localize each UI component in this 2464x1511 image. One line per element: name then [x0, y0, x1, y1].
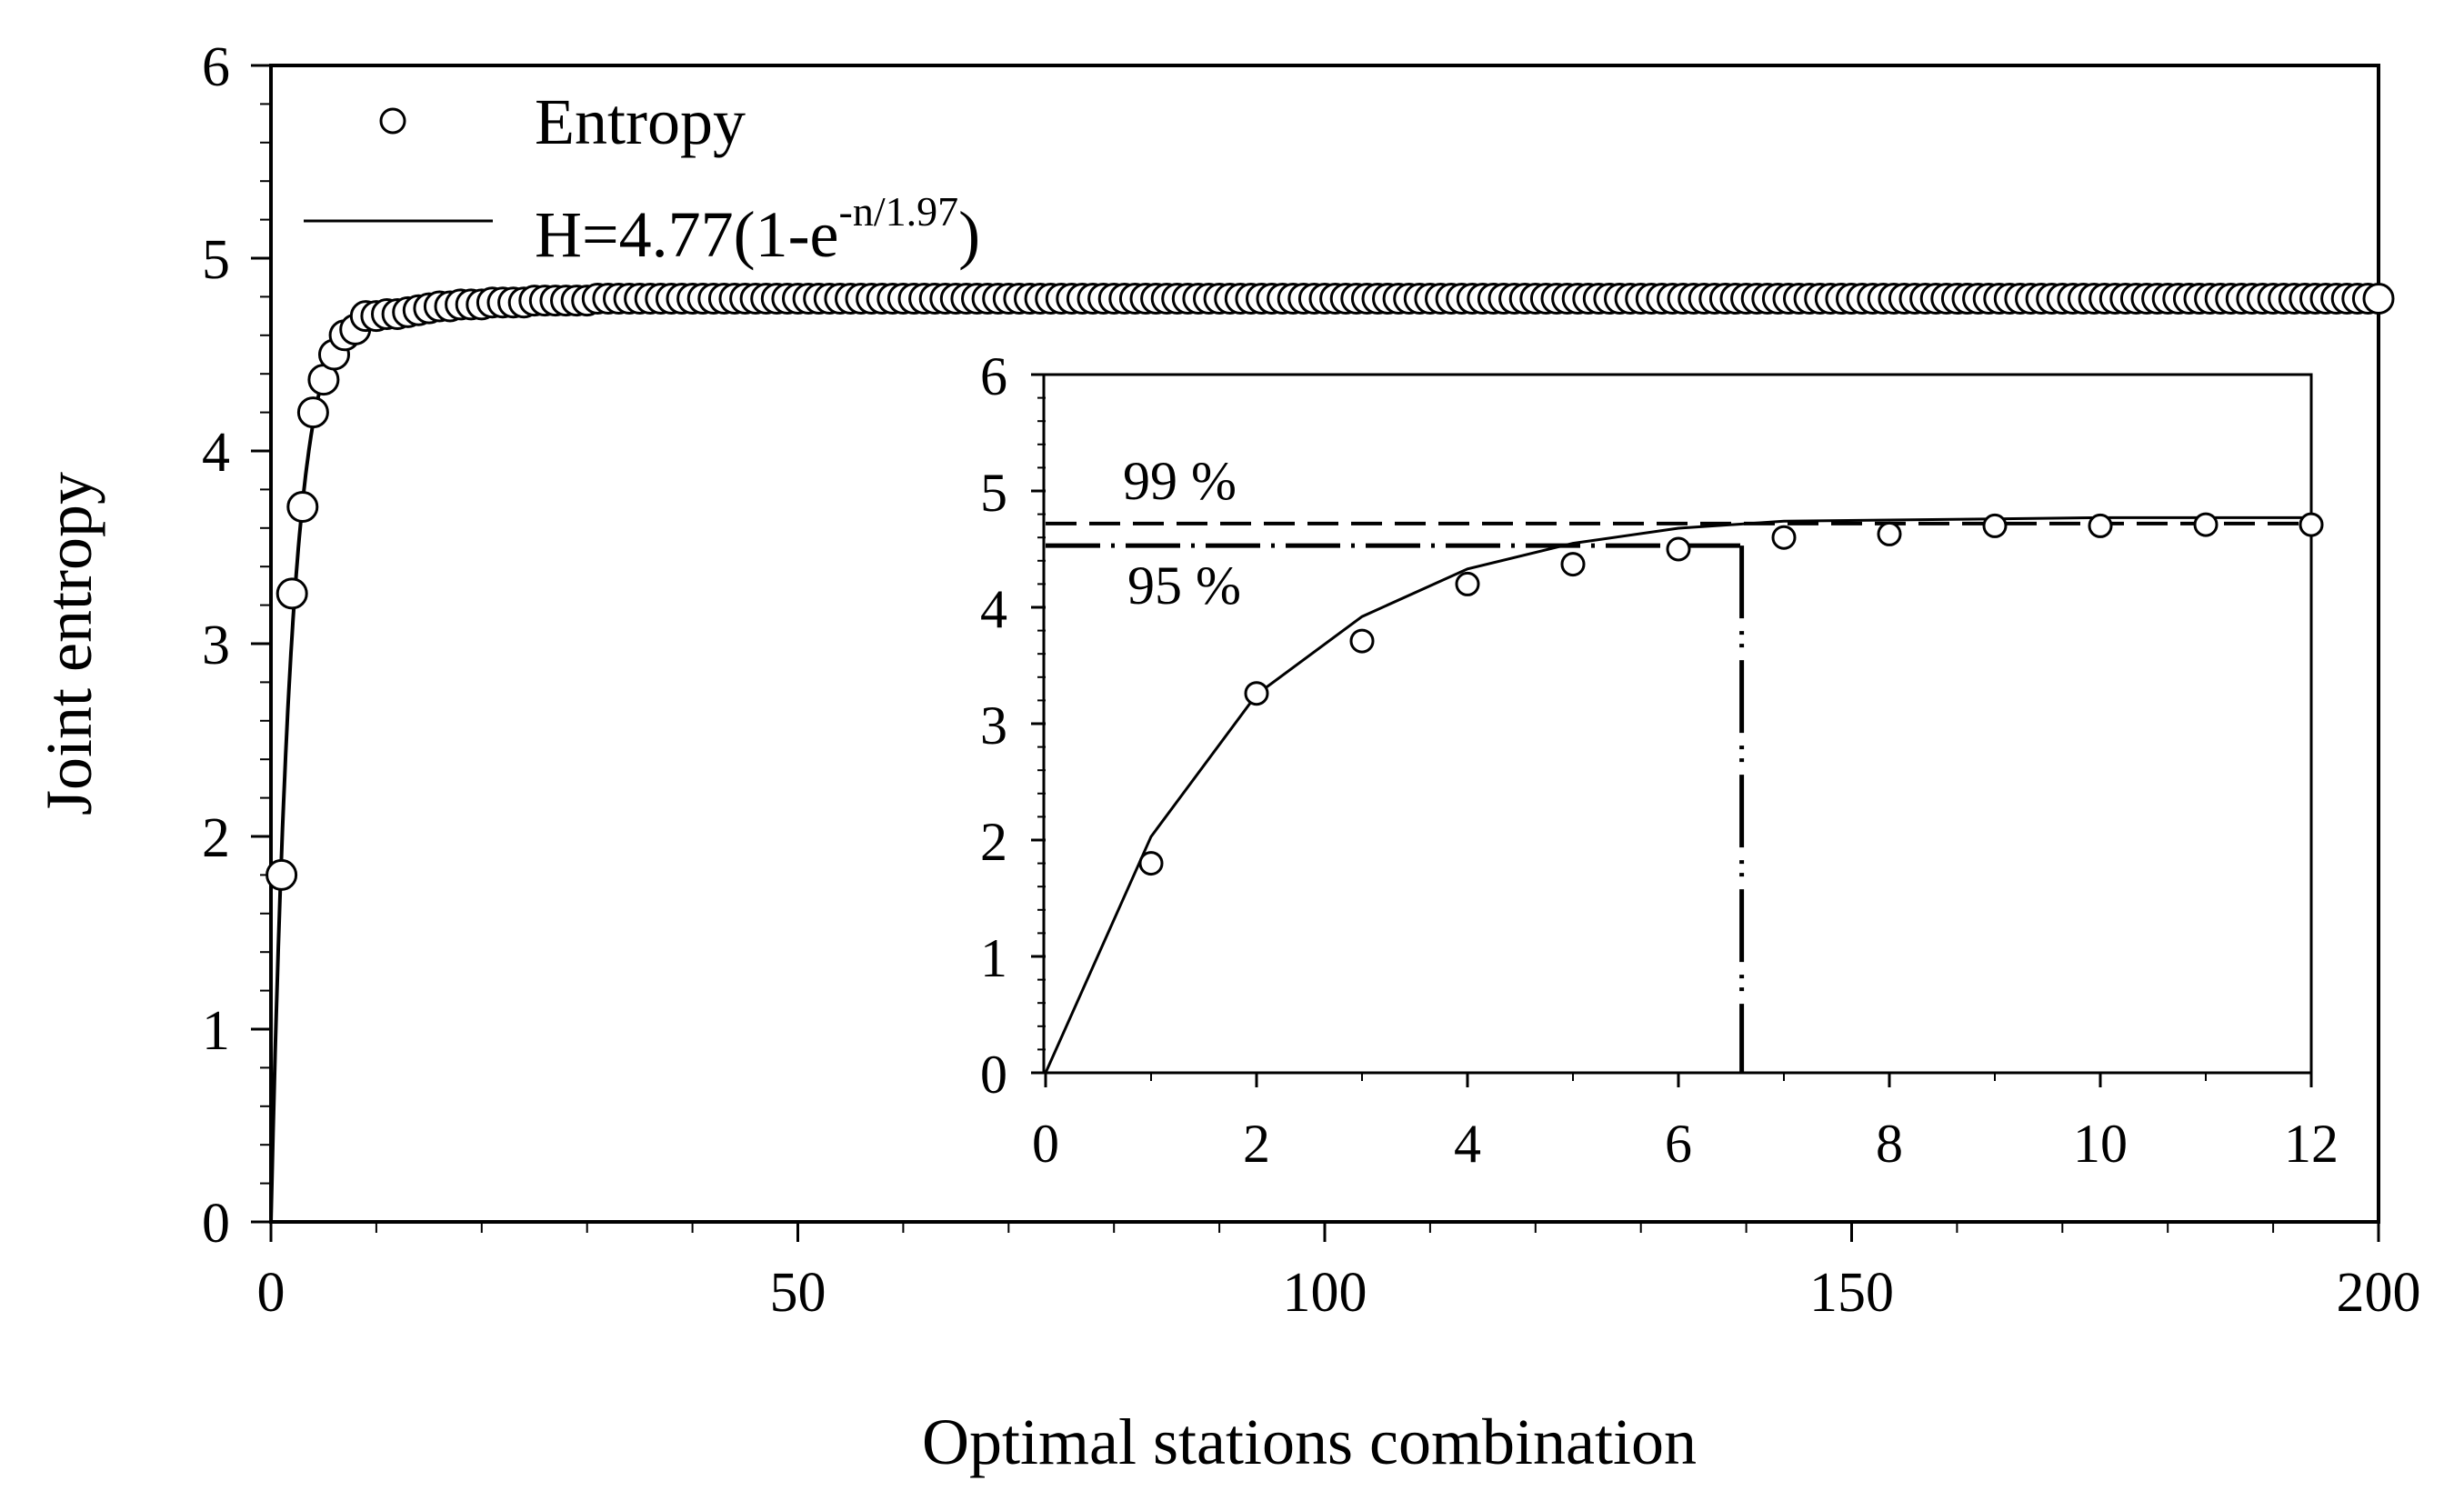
main-entropy-point — [265, 858, 298, 891]
y-axis-title: Joint entropy — [33, 472, 105, 816]
main-entropy-point — [296, 396, 329, 429]
inset-entropy-point — [1982, 513, 2008, 538]
inset-x-tick-label: 2 — [1243, 1114, 1270, 1174]
inset-x-tick-label: 10 — [2073, 1114, 2128, 1174]
main-y-tick-label: 5 — [202, 229, 230, 291]
main-y-tick-label: 2 — [202, 807, 230, 869]
inset-x-tick-label: 12 — [2284, 1114, 2339, 1174]
inset-entropy-point — [2299, 512, 2324, 537]
inset-entropy-point — [1771, 525, 1797, 550]
inset-entropy-point — [1244, 681, 1269, 706]
inset-y-tick-label: 0 — [980, 1045, 1007, 1105]
main-entropy-points — [265, 283, 2395, 891]
main-x-tick-label: 150 — [1809, 1262, 1894, 1324]
legend: Entropy H=4.77(1-e-n/1.97) — [304, 85, 980, 271]
inset-x-tick-label: 4 — [1454, 1114, 1481, 1174]
inset-95-percent-label: 95 % — [1127, 555, 1241, 615]
inset-y-tick-label: 6 — [980, 346, 1007, 406]
main-x-tick-label: 200 — [2337, 1262, 2421, 1324]
legend-fit-label-prefix: H=4.77(1-e — [535, 198, 839, 271]
legend-fit-label-suffix: ) — [958, 198, 980, 271]
inset-axis-ticks — [1031, 373, 2313, 1087]
main-x-tick-label: 100 — [1283, 1262, 1367, 1324]
inset-99-percent-label: 99 % — [1123, 451, 1237, 511]
inset-entropy-point — [1877, 521, 1902, 546]
legend-entropy-marker — [379, 107, 406, 135]
inset-entropy-point — [1138, 851, 1164, 876]
inset-y-tick-label: 3 — [980, 695, 1007, 756]
inset-y-tick-label: 4 — [980, 579, 1007, 639]
main-entropy-point — [286, 491, 319, 523]
inset-entropy-point — [2193, 512, 2219, 537]
inset-y-tick-label: 5 — [980, 463, 1007, 523]
main-x-tick-label: 50 — [770, 1262, 826, 1324]
main-y-tick-label: 3 — [202, 615, 230, 676]
legend-fit-label: H=4.77(1-e-n/1.97) — [535, 188, 980, 271]
main-entropy-point — [2362, 283, 2395, 315]
main-x-tick-label: 0 — [257, 1262, 285, 1324]
main-y-tick-label: 1 — [202, 1000, 230, 1062]
inset-plot-frame — [1042, 373, 2313, 1075]
inset-entropy-points — [1138, 512, 2324, 876]
inset-x-tick-label: 6 — [1665, 1114, 1692, 1174]
legend-entropy-label: Entropy — [535, 85, 746, 158]
main-entropy-point — [275, 577, 308, 610]
inset-entropy-point — [1666, 536, 1691, 562]
main-y-tick-label: 0 — [202, 1193, 230, 1255]
inset-entropy-point — [2088, 513, 2113, 538]
inset-entropy-point — [1349, 628, 1375, 654]
inset-x-tick-label: 0 — [1032, 1114, 1059, 1174]
inset-entropy-point — [1560, 552, 1586, 577]
x-axis-title: Optimal stations combination — [922, 1406, 1697, 1478]
main-axis-ticks — [251, 64, 2380, 1242]
legend-fit-label-superscript: -n/1.97 — [839, 188, 959, 235]
inset-entropy-point — [1455, 571, 1480, 596]
main-y-tick-label: 6 — [202, 36, 230, 98]
main-y-tick-label: 4 — [202, 422, 230, 484]
inset-y-tick-label: 2 — [980, 812, 1007, 872]
inset-y-tick-label: 1 — [980, 928, 1007, 988]
inset-x-tick-label: 8 — [1876, 1114, 1903, 1174]
